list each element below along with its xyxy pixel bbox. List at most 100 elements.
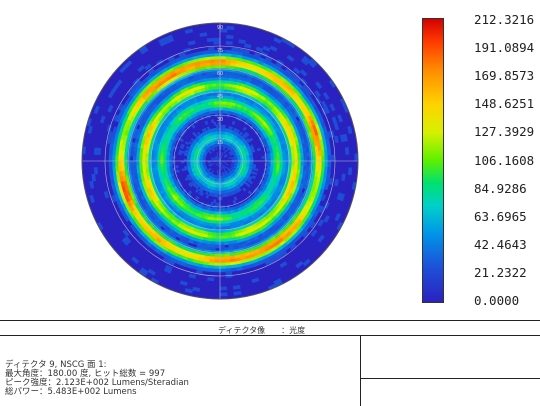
- heat-cell: [220, 233, 224, 236]
- heat-cell: [130, 161, 133, 166]
- heat-cell: [215, 251, 220, 254]
- heat-cell: [115, 156, 118, 162]
- heat-cell: [298, 157, 301, 161]
- heat-cell: [253, 164, 256, 166]
- heat-cell: [223, 98, 227, 101]
- polar-angle-label: 15: [217, 140, 223, 146]
- heat-cell: [217, 209, 220, 212]
- heat-cell: [220, 263, 226, 266]
- heat-cell: [220, 65, 225, 68]
- heat-cell: [213, 200, 216, 203]
- heat-cell: [157, 154, 160, 158]
- info-divider-vertical: [360, 335, 361, 406]
- heat-cell: [292, 161, 295, 165]
- heat-cell: [313, 156, 316, 161]
- heat-cell: [184, 154, 187, 156]
- heat-cell: [298, 161, 301, 165]
- heat-cell: [109, 167, 112, 173]
- heat-cell: [142, 157, 145, 161]
- heat-cell: [342, 174, 346, 181]
- heat-cell: [220, 266, 226, 269]
- colorbar-tick-label: 212.3216: [474, 13, 534, 27]
- heat-cell: [214, 218, 217, 221]
- heat-cell: [220, 227, 224, 230]
- heat-cell: [220, 62, 225, 65]
- heat-cell: [214, 212, 217, 215]
- heat-cell: [310, 161, 313, 166]
- heat-cell: [307, 156, 310, 161]
- heat-cell: [217, 224, 221, 227]
- heat-cell: [151, 161, 154, 165]
- colorbar: [422, 18, 444, 303]
- heat-cell: [286, 157, 289, 161]
- heat-cell: [110, 144, 114, 150]
- heat-cell: [216, 194, 218, 197]
- heat-cell: [216, 83, 220, 86]
- heat-cell: [220, 101, 223, 104]
- heat-cell: [216, 125, 218, 128]
- heat-cell: [301, 157, 304, 161]
- heat-cell: [313, 161, 316, 166]
- heat-cell: [220, 257, 225, 260]
- heat-cell: [94, 148, 98, 155]
- colorbar-tick-label: 0.0000: [474, 294, 519, 308]
- heat-cell: [214, 269, 220, 272]
- heat-cell: [226, 41, 232, 44]
- heat-cell: [172, 161, 175, 164]
- colorbar-tick-label: 191.0894: [474, 41, 534, 55]
- heat-cell: [220, 254, 225, 257]
- colorbar-tick-label: 84.9286: [474, 182, 527, 196]
- heat-cell: [283, 161, 286, 165]
- heat-cell: [211, 202, 214, 205]
- polar-angle-label: 75: [217, 48, 223, 54]
- heat-cell: [220, 248, 225, 251]
- polar-angle-label: 45: [217, 94, 223, 100]
- heat-cell: [145, 161, 148, 165]
- heat-cell: [217, 101, 220, 104]
- heat-cell: [215, 59, 220, 62]
- heat-cell: [133, 161, 136, 166]
- polar-angle-label: 30: [217, 117, 223, 123]
- info-divider-top: [0, 335, 540, 336]
- heat-cell: [136, 157, 139, 161]
- heat-cell: [331, 155, 334, 161]
- heat-cell: [215, 56, 221, 59]
- heat-cell: [200, 33, 207, 37]
- heat-cell: [316, 161, 319, 166]
- heat-cell: [109, 161, 112, 167]
- info-divider-right: [360, 378, 540, 379]
- heat-cell: [217, 215, 220, 218]
- heat-cell: [139, 157, 142, 161]
- heat-cell: [283, 158, 286, 162]
- heat-cell: [292, 157, 295, 161]
- heat-cell: [345, 148, 349, 155]
- colorbar-tick-label: 148.6251: [474, 97, 534, 111]
- heat-cell: [203, 268, 209, 272]
- heat-cell: [277, 161, 280, 164]
- heat-cell: [289, 157, 292, 161]
- heat-cell: [220, 113, 223, 116]
- heat-cell: [220, 89, 224, 92]
- polar-angle-label: 60: [217, 71, 223, 77]
- heat-cell: [154, 161, 157, 165]
- heat-cell: [112, 155, 115, 161]
- heat-cell: [301, 161, 304, 165]
- heat-cell: [94, 167, 98, 174]
- heat-cell: [220, 224, 224, 227]
- heat-cell: [271, 161, 274, 164]
- heat-cell: [112, 161, 115, 167]
- heat-cell: [226, 35, 233, 39]
- colorbar-tick-label: 169.8573: [474, 69, 534, 83]
- heat-cell: [218, 173, 219, 176]
- colorbar-tick-label: 21.2322: [474, 266, 527, 280]
- heat-cell: [208, 47, 214, 50]
- heat-cell: [220, 293, 227, 296]
- heat-cell: [160, 161, 163, 164]
- heat-cell: [109, 149, 112, 155]
- heat-cell: [220, 59, 225, 62]
- heat-cell: [220, 251, 225, 254]
- heat-cell: [327, 144, 331, 150]
- heat-cell: [220, 80, 224, 83]
- colorbar-tick-label: 63.6965: [474, 210, 527, 224]
